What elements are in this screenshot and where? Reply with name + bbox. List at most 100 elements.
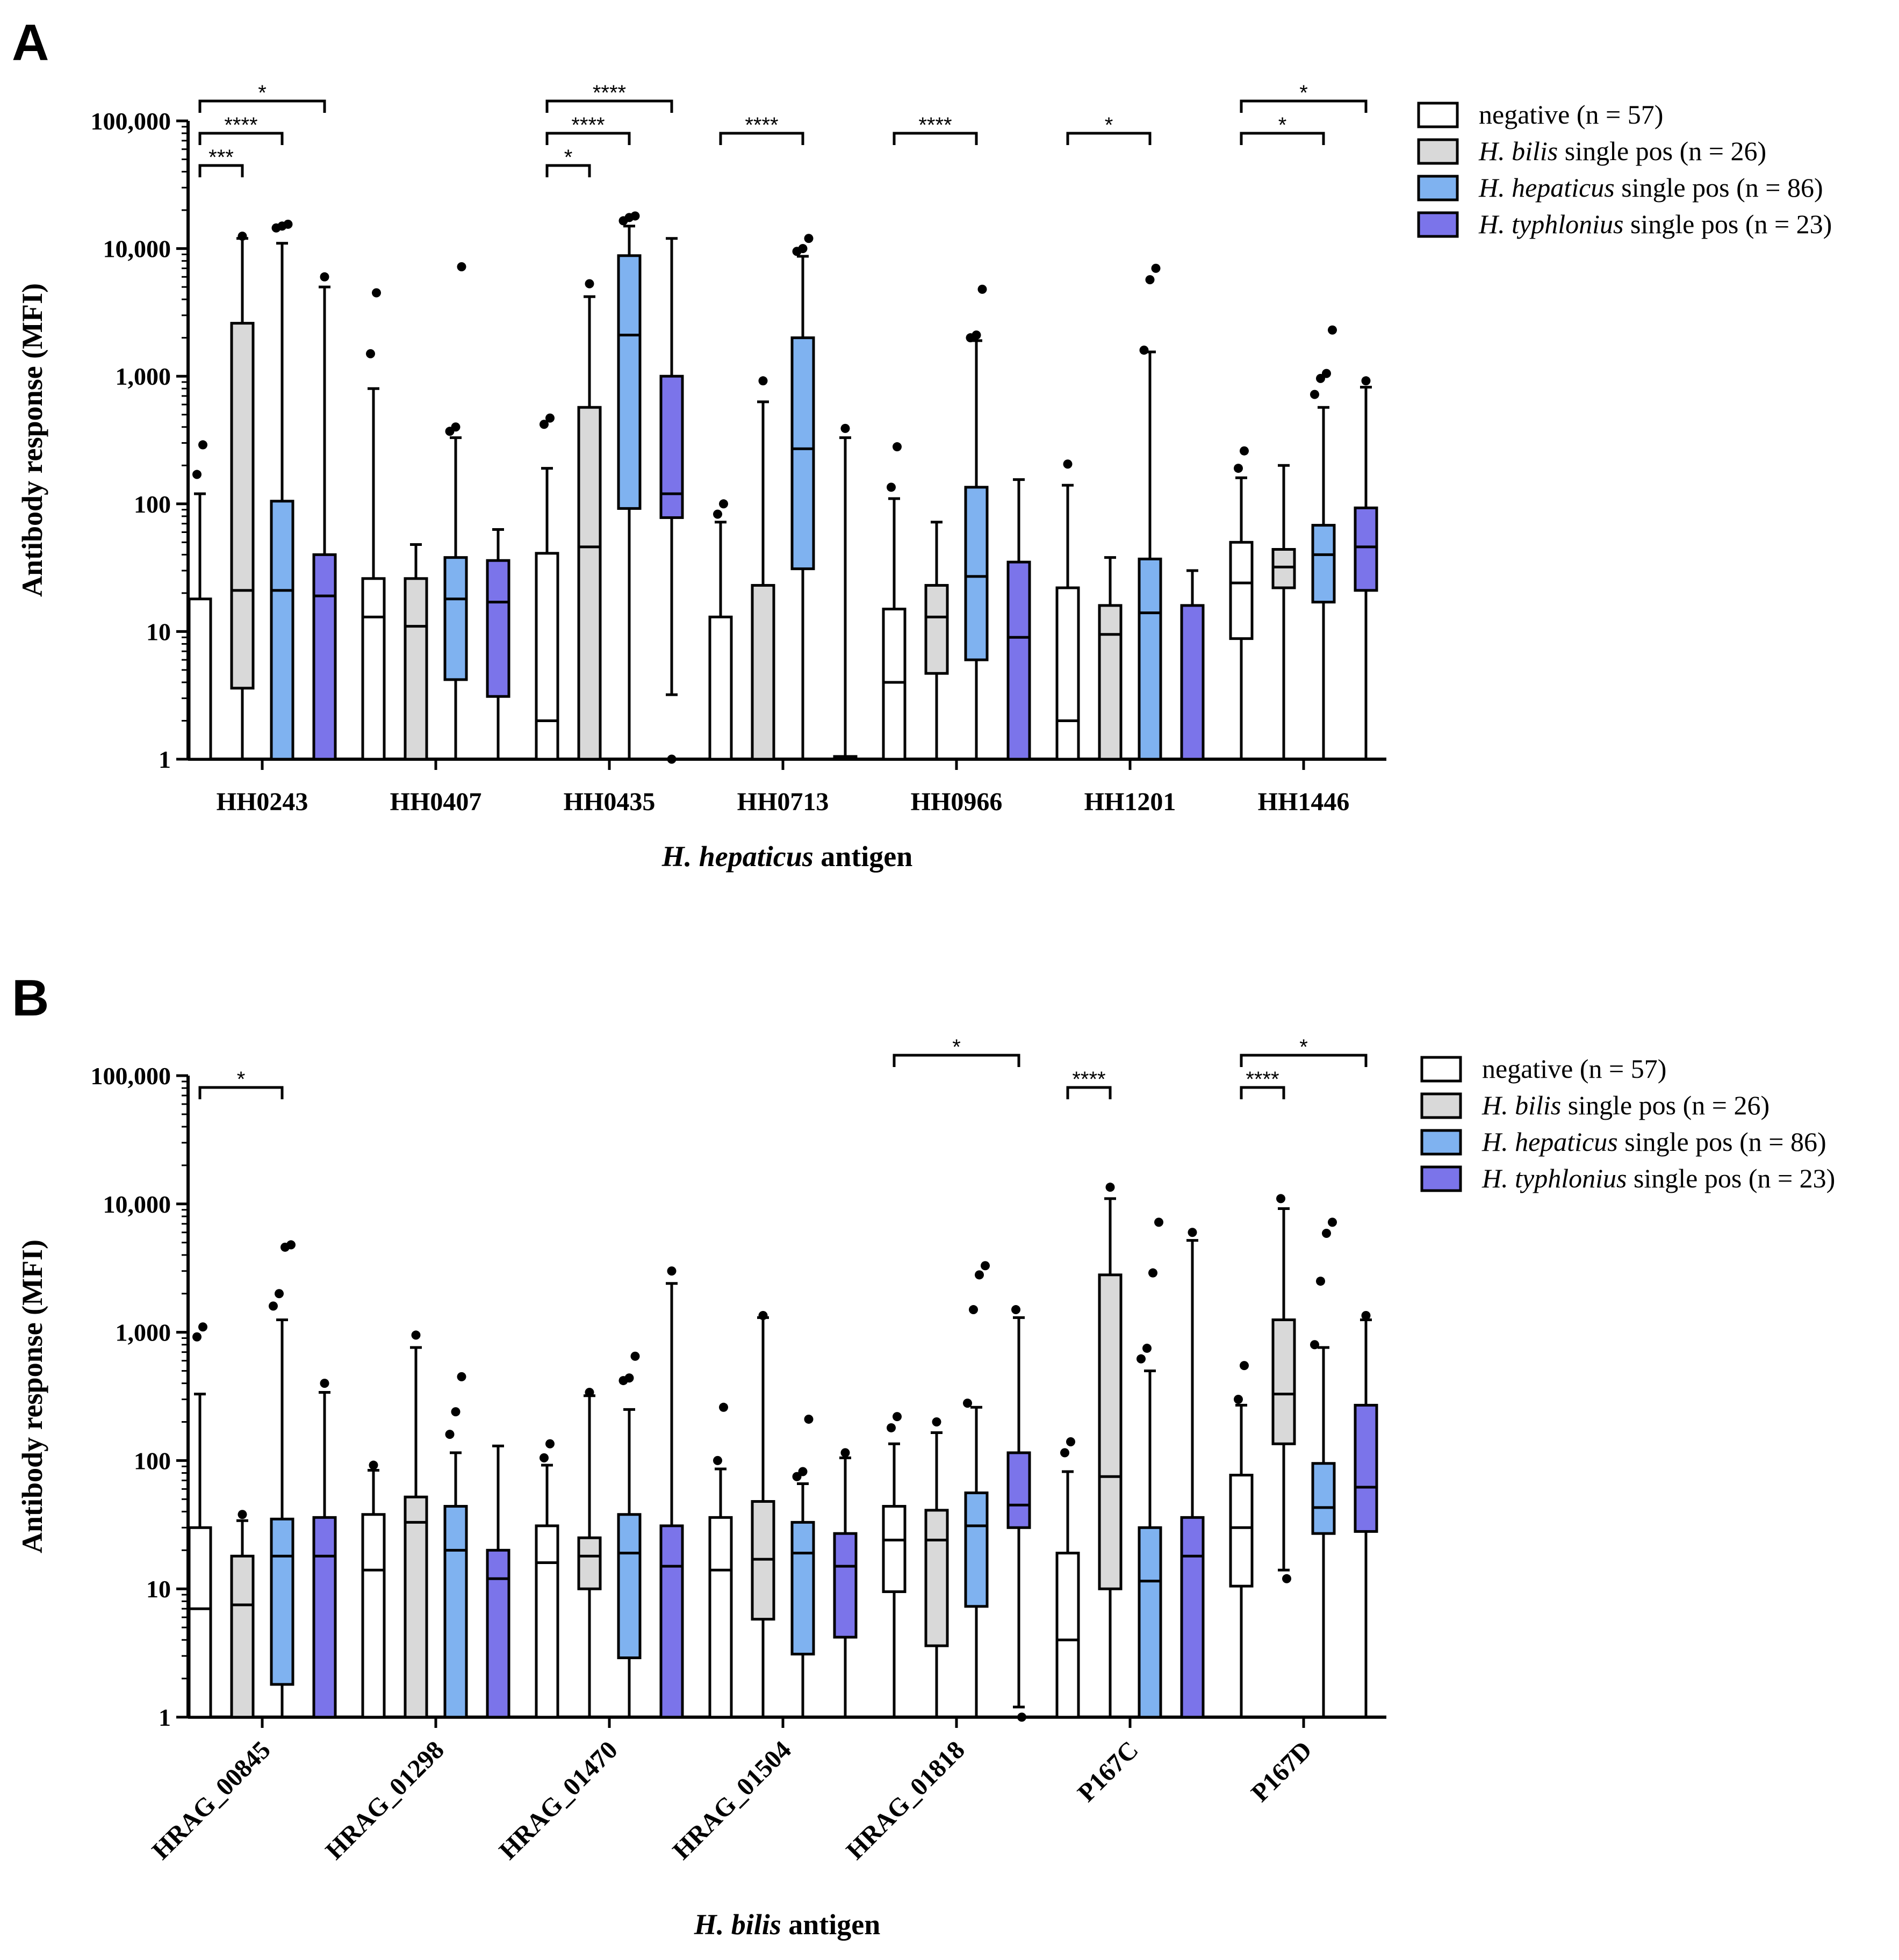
box-iqr — [964, 1491, 989, 1608]
outlier-point — [198, 1322, 207, 1332]
outlier-point — [1148, 1268, 1157, 1278]
box-1 — [535, 413, 559, 761]
box-iqr — [188, 1526, 212, 1719]
outlier-point — [624, 1373, 634, 1383]
box-1 — [708, 499, 733, 761]
outlier-point — [1188, 1228, 1197, 1237]
box-1 — [361, 1460, 386, 1719]
outlier-point — [1316, 1277, 1325, 1286]
legend-label-rest: single pos (n = 86) — [1615, 172, 1823, 203]
outlier-point — [1282, 1574, 1291, 1583]
significance-bracket: **** — [545, 113, 631, 145]
box-2 — [924, 521, 949, 759]
outlier-point — [630, 211, 640, 221]
outlier-point — [667, 754, 677, 764]
x-category-label: HH0243 — [217, 788, 308, 816]
outlier-point — [192, 470, 202, 479]
box-1 — [1055, 1437, 1080, 1719]
significance-bracket: * — [1240, 1035, 1368, 1067]
box-iqr — [270, 500, 294, 761]
outlier-point — [758, 1310, 768, 1320]
box-4 — [486, 1444, 510, 1719]
box-2 — [751, 376, 775, 761]
box-4 — [1006, 1305, 1031, 1722]
outlier-point — [1322, 1229, 1331, 1238]
box-iqr — [882, 1505, 907, 1594]
legend-label-rest: negative (n = 57) — [1479, 99, 1663, 129]
outlier-point — [1105, 1183, 1115, 1192]
y-tick-label: 100,000 — [91, 107, 171, 135]
box-4 — [833, 1448, 858, 1717]
legend-label-rest: single pos (n = 23) — [1627, 1163, 1835, 1193]
box-1 — [882, 442, 907, 761]
outlier-point — [286, 1240, 296, 1250]
legend-swatch — [1417, 175, 1459, 201]
x-category-label: HRAG_01504 — [667, 1735, 797, 1865]
x-axis-title-italic: H. hepaticus — [661, 840, 814, 873]
outlier-point — [1328, 1217, 1337, 1227]
outlier-point — [893, 1412, 902, 1422]
outlier-point — [1151, 263, 1161, 273]
box-2 — [404, 543, 428, 761]
bracket-line — [893, 1054, 1020, 1067]
x-category-label: HH0435 — [564, 788, 656, 816]
bracket-line — [1240, 1054, 1368, 1067]
box-2 — [230, 232, 255, 759]
significance-bracket: * — [1240, 113, 1325, 145]
box-3 — [269, 1240, 296, 1717]
x-category-label: HRAG_00845 — [147, 1735, 276, 1865]
significance-label: *** — [208, 146, 234, 169]
x-category-label: HRAG_01470 — [494, 1735, 623, 1865]
legend-label: H. hepaticus single pos (n = 86) — [1481, 1127, 1826, 1157]
box-2 — [1098, 556, 1123, 761]
legend-item: H. bilis single pos (n = 26) — [1420, 1090, 1769, 1120]
significance-label: **** — [593, 81, 626, 105]
bracket-line — [1240, 99, 1368, 113]
y-tick-label: 1,000 — [116, 363, 171, 390]
significance-bracket: *** — [198, 146, 244, 177]
outlier-point — [1154, 1217, 1163, 1227]
legend-item: H. hepaticus single pos (n = 86) — [1417, 172, 1823, 203]
box-iqr — [535, 552, 559, 761]
outlier-point — [1145, 275, 1155, 285]
legend-label-rest: single pos (n = 23) — [1623, 209, 1832, 239]
outlier-point — [981, 1261, 990, 1271]
outlier-point — [1234, 1394, 1243, 1404]
outlier-point — [713, 1455, 722, 1465]
box-iqr — [790, 1521, 815, 1656]
outlier-point — [719, 1402, 728, 1412]
outlier-point — [1017, 1712, 1026, 1722]
outlier-point — [887, 1423, 896, 1432]
box-iqr — [617, 1513, 642, 1660]
box-iqr — [443, 556, 468, 681]
box-1 — [882, 1412, 907, 1717]
outlier-point — [1136, 1354, 1146, 1364]
outlier-point — [451, 422, 461, 432]
box-3 — [617, 1351, 642, 1717]
outlier-point — [545, 1439, 555, 1449]
significance-label: * — [564, 146, 573, 169]
bracket-line — [1066, 1086, 1112, 1099]
x-axis-title-rest: antigen — [781, 1908, 881, 1941]
box-3 — [963, 1261, 990, 1717]
significance-bracket: **** — [545, 81, 673, 113]
significance-label: * — [258, 81, 267, 105]
significance-bracket: * — [1240, 81, 1368, 113]
outlier-point — [411, 1330, 421, 1340]
box-3 — [790, 234, 815, 759]
legend-swatch — [1420, 1056, 1462, 1083]
box-iqr — [790, 336, 815, 571]
box-iqr — [882, 608, 907, 761]
outlier-point — [320, 1379, 329, 1388]
legend-label-italic: H. bilis — [1478, 136, 1558, 166]
box-iqr — [1055, 586, 1080, 761]
legend-label-rest: single pos (n = 86) — [1618, 1127, 1826, 1157]
box-3 — [790, 1414, 815, 1717]
significance-label: **** — [1246, 1068, 1279, 1091]
box-iqr — [361, 1513, 386, 1719]
box-iqr — [270, 1517, 294, 1686]
outlier-point — [545, 413, 555, 423]
box-1 — [1229, 446, 1254, 759]
y-tick-label: 10 — [146, 618, 171, 645]
box-4 — [1180, 1228, 1205, 1719]
